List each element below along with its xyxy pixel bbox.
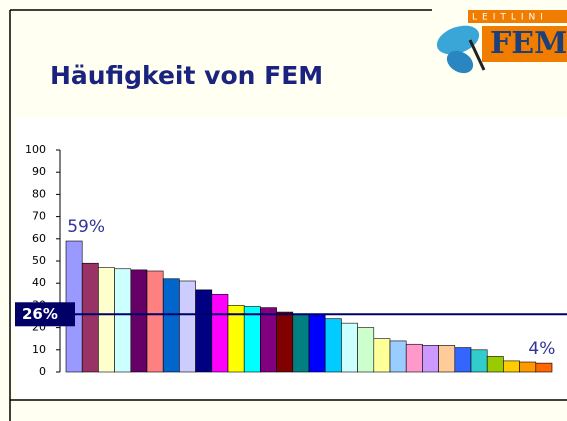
bar bbox=[196, 290, 212, 372]
bar bbox=[325, 319, 341, 372]
logo-text: FEM bbox=[490, 26, 567, 61]
bar bbox=[277, 312, 293, 372]
y-tick-label: 60 bbox=[32, 232, 46, 245]
bar bbox=[406, 344, 422, 372]
bar bbox=[455, 348, 471, 372]
y-tick-label: 80 bbox=[32, 187, 46, 200]
y-tick-label: 40 bbox=[32, 276, 46, 289]
bar bbox=[163, 279, 179, 372]
bar bbox=[520, 362, 536, 372]
bar bbox=[293, 314, 309, 372]
value-label: 4% bbox=[528, 339, 555, 359]
y-tick-label: 70 bbox=[32, 210, 46, 223]
bar bbox=[536, 363, 552, 372]
reference-label: 26% bbox=[22, 305, 58, 323]
bar bbox=[374, 339, 390, 372]
logo-band-text: LEITLINI bbox=[472, 13, 548, 23]
bar bbox=[179, 281, 195, 372]
bar bbox=[487, 356, 503, 372]
bar bbox=[390, 341, 406, 372]
y-tick-label: 0 bbox=[39, 365, 46, 378]
bar bbox=[82, 263, 98, 372]
bar bbox=[115, 269, 131, 372]
bar bbox=[212, 294, 228, 372]
bar bbox=[98, 268, 114, 372]
bar bbox=[471, 350, 487, 372]
bar bbox=[228, 305, 244, 372]
bar bbox=[244, 307, 260, 372]
y-tick-label: 50 bbox=[32, 254, 46, 267]
y-tick-label: 90 bbox=[32, 165, 46, 178]
y-tick-label: 100 bbox=[25, 143, 46, 156]
bar bbox=[439, 345, 455, 372]
bar bbox=[131, 270, 147, 372]
bar bbox=[341, 323, 357, 372]
slide-title: Häufigkeit von FEM bbox=[50, 61, 323, 90]
bar bbox=[147, 271, 163, 372]
bar bbox=[503, 361, 519, 372]
bar bbox=[260, 308, 276, 372]
slide: LEITLINI FEM Häufigkeit von FEM 01020304… bbox=[0, 0, 567, 421]
value-label: 59% bbox=[67, 217, 105, 237]
bar bbox=[422, 345, 438, 372]
y-tick-label: 10 bbox=[32, 343, 46, 356]
page: LEITLINI FEM Häufigkeit von FEM 01020304… bbox=[0, 0, 567, 421]
bar bbox=[309, 314, 325, 372]
bar bbox=[358, 328, 374, 372]
